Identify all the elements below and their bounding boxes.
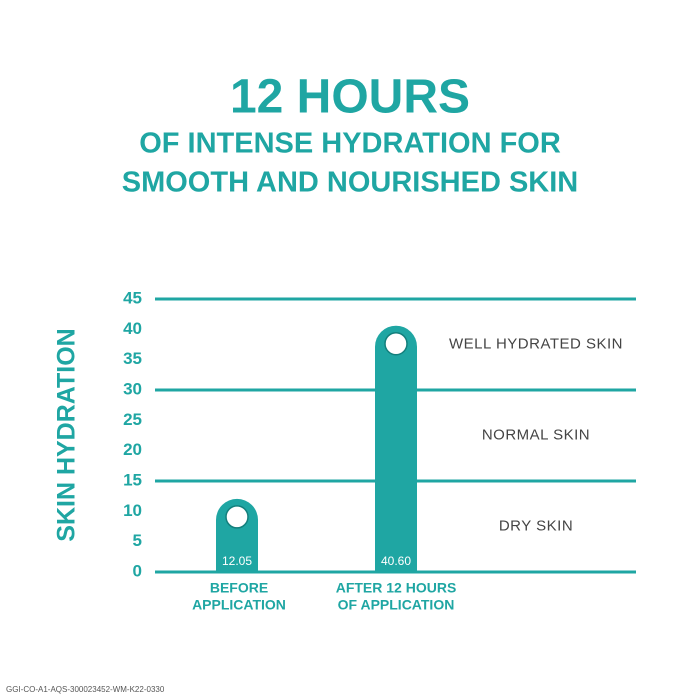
y-tick-label: 10: [123, 501, 142, 520]
x-tick-label: OF APPLICATION: [338, 597, 455, 613]
bar-marker: [384, 331, 408, 356]
footnote: GGI-CO-A1-AQS-300023452-WM-K22-0330: [6, 685, 165, 694]
zone-label: NORMAL SKIN: [482, 426, 590, 443]
chart-title: 12 HOURS: [230, 71, 470, 124]
y-tick-label: 5: [133, 531, 142, 550]
subtitle: SMOOTH AND NOURISHED SKIN: [122, 167, 579, 199]
y-tick-label: 45: [123, 288, 142, 307]
y-tick-label: 40: [123, 319, 142, 338]
y-axis-label: SKIN HYDRATION: [53, 328, 81, 541]
x-tick-label: APPLICATION: [192, 597, 286, 613]
bar-marker: [225, 505, 249, 529]
zone-label: DRY SKIN: [499, 517, 573, 534]
value-label: 12.05: [222, 554, 252, 568]
x-tick-label: BEFORE: [210, 580, 268, 596]
y-tick-label: 20: [123, 440, 142, 459]
bar: [375, 325, 417, 572]
y-tick-label: 0: [133, 561, 142, 580]
value-label: 40.60: [381, 554, 411, 568]
y-tick-label: 30: [123, 379, 142, 398]
zone-label: WELL HYDRATED SKIN: [449, 335, 623, 352]
y-tick-label: 25: [123, 410, 142, 429]
y-tick-label: 15: [123, 470, 142, 489]
subtitle: OF INTENSE HYDRATION FOR: [139, 128, 561, 160]
y-tick-label: 35: [123, 349, 142, 368]
x-tick-label: AFTER 12 HOURS: [336, 580, 457, 596]
